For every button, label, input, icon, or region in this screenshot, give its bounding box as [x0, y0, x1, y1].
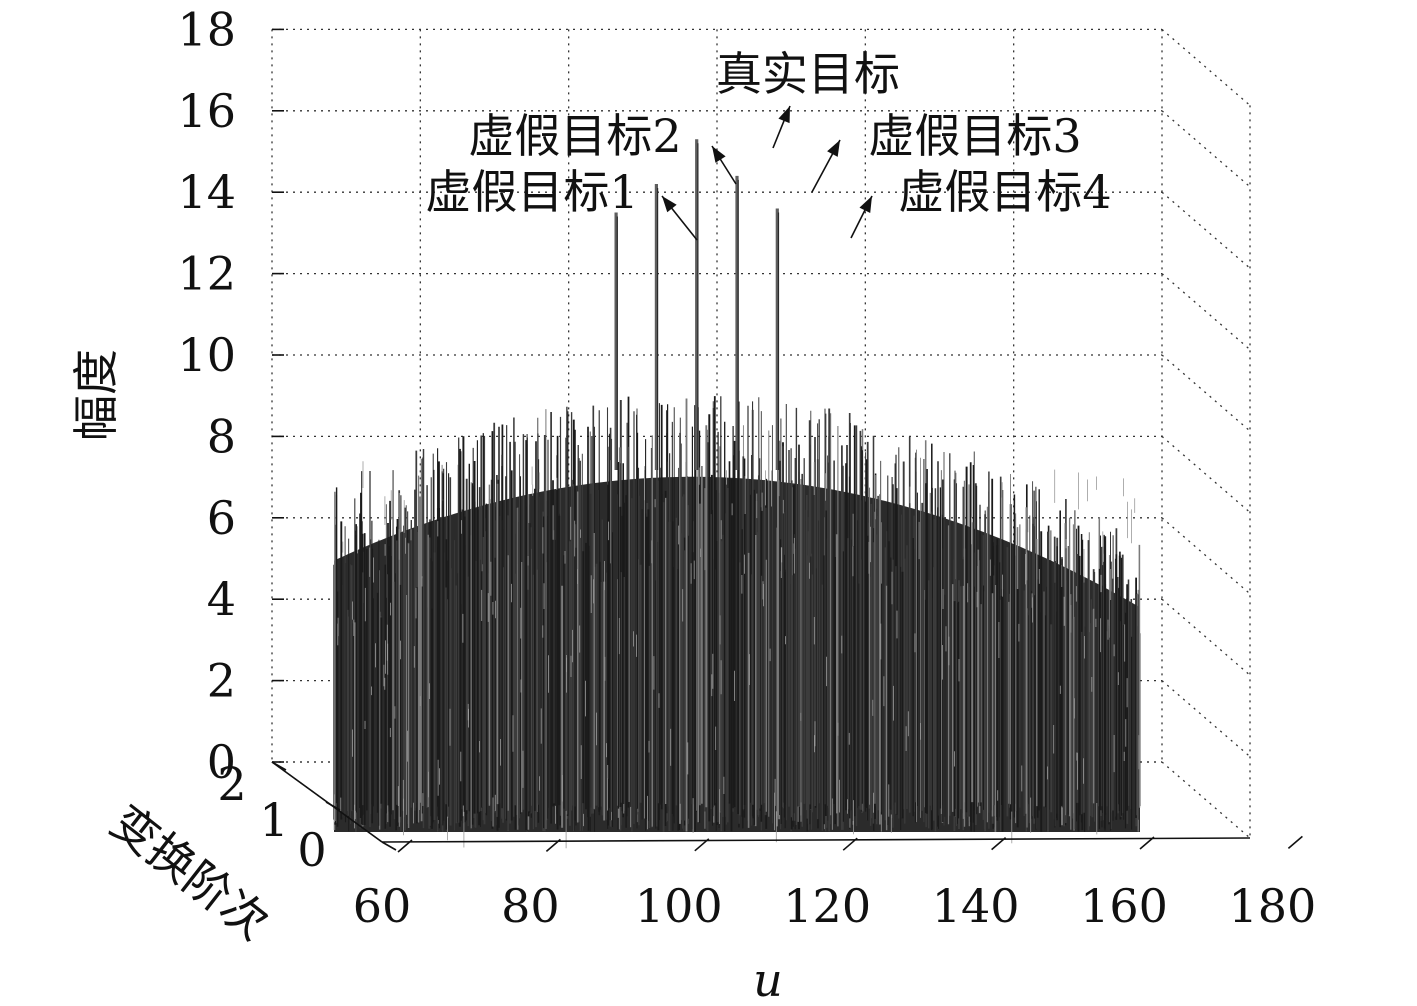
y-tick-label: 2 — [217, 757, 246, 811]
x-tick-mark — [694, 838, 710, 852]
x-tick-mark — [1139, 836, 1155, 850]
peak-label: 虚假目标3 — [868, 109, 1081, 163]
annotation-arrow-head — [859, 196, 872, 213]
x-tick-label: 120 — [783, 879, 871, 933]
x-tick-mark — [545, 838, 561, 853]
y-tick-mark — [325, 801, 341, 811]
z-tick-label: 0 — [207, 735, 236, 789]
x-tick-label: 60 — [353, 879, 412, 933]
x-axis-title: u — [753, 953, 783, 1006]
peak-label: 真实目标 — [716, 47, 900, 101]
annotation-arrow-head — [827, 140, 840, 157]
side-gridline — [1161, 435, 1251, 513]
x-tick-mark — [991, 836, 1007, 851]
side-gridline — [1161, 680, 1251, 758]
z-axis-title: 幅度 — [69, 349, 123, 441]
peak-label: 虚假目标4 — [898, 165, 1111, 219]
z-tick-label: 14 — [177, 165, 236, 219]
x-tick-mark — [842, 837, 858, 851]
z-tick-label: 6 — [207, 491, 236, 545]
annotation-arrow-head — [662, 196, 677, 213]
z-tick-label: 12 — [177, 247, 236, 301]
annotation-arrow-head — [778, 106, 790, 124]
y-axis-title: 变换阶次 — [101, 794, 279, 950]
side-gridline — [1161, 598, 1251, 676]
y-tick-mark — [381, 841, 397, 851]
side-gridline — [1161, 354, 1251, 432]
x-tick-label: 80 — [501, 879, 560, 933]
x-tick-label: 100 — [635, 879, 723, 933]
z-tick-label: 18 — [177, 2, 236, 56]
axes — [271, 28, 1303, 853]
peak-label: 虚假目标1 — [425, 165, 638, 219]
peak-markers — [614, 139, 780, 470]
z-tick-label: 16 — [177, 84, 236, 138]
x-tick-label: 180 — [1228, 879, 1316, 933]
side-gridline — [1161, 191, 1251, 269]
side-gridline — [1161, 273, 1251, 351]
x-axis-line — [381, 837, 1251, 843]
x-tick-label: 140 — [932, 879, 1020, 933]
y-tick-label: 0 — [297, 823, 326, 877]
annotation-arrow-head — [712, 146, 726, 163]
peak-label: 虚假目标2 — [468, 109, 681, 163]
x-tick-mark — [397, 839, 413, 853]
x-tick-mark — [1287, 835, 1303, 850]
surface-plot — [333, 396, 1141, 849]
side-gridline — [1161, 517, 1251, 595]
y-tick-mark — [271, 761, 287, 771]
side-gridline — [1161, 761, 1251, 839]
side-gridline — [1161, 28, 1251, 106]
y-tick-label: 1 — [259, 793, 288, 847]
z-tick-label: 8 — [207, 409, 236, 463]
x-tick-label: 160 — [1080, 879, 1168, 933]
z-tick-label: 10 — [177, 328, 236, 382]
z-tick-label: 4 — [207, 572, 236, 626]
z-tick-label: 2 — [207, 654, 236, 708]
side-gridline — [1161, 110, 1251, 188]
